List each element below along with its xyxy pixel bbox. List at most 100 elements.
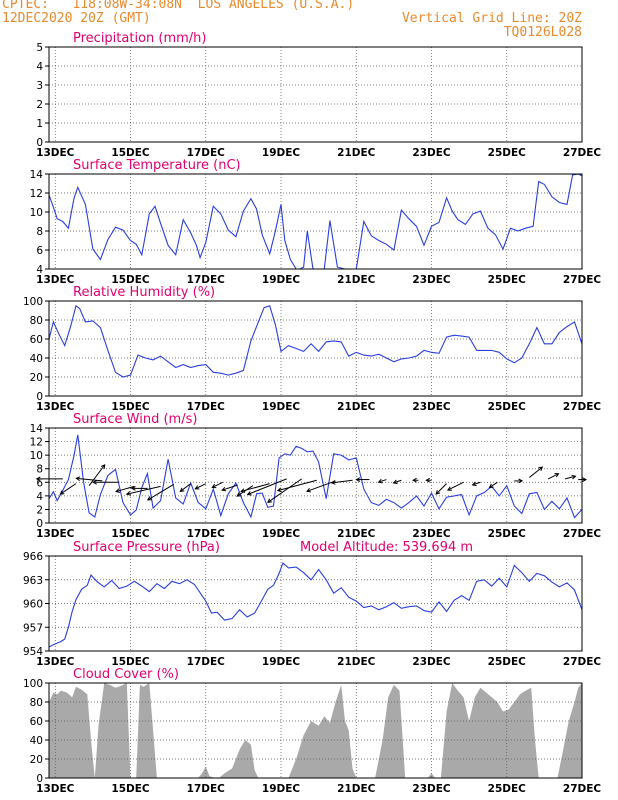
panel-title: Precipitation (mm/h) — [73, 31, 206, 46]
series-line — [48, 562, 583, 648]
panel-title: Cloud Cover (%) — [73, 667, 179, 682]
x-tick-label: 27DEC — [563, 147, 602, 159]
x-tick-label: 17DEC — [187, 783, 226, 795]
wind-arrow — [330, 479, 353, 485]
wind-arrow-head — [582, 477, 588, 482]
y-tick-label: 8 — [36, 464, 43, 476]
wind-arrow-shaft — [247, 478, 287, 495]
wind-arrow-head — [471, 481, 477, 487]
panel-frame — [48, 300, 583, 397]
wind-arrow-head — [571, 474, 577, 480]
wind-arrow-shaft — [147, 483, 175, 501]
wind-arrow-head — [59, 490, 65, 495]
wind-arrow-head — [306, 487, 311, 493]
x-tick-label: 19DEC — [262, 274, 301, 286]
wind-arrow — [412, 477, 419, 483]
x-tick-label: 25DEC — [488, 274, 527, 286]
wind-arrow — [392, 479, 402, 485]
wind-arrow — [88, 464, 106, 486]
wind-arrow — [425, 477, 432, 483]
y-tick-label: 10 — [30, 207, 43, 219]
wind-arrow-shaft — [221, 484, 238, 491]
wind-arrow — [146, 483, 175, 501]
wind-arrow-head — [518, 478, 524, 484]
wind-arrow-head — [240, 488, 246, 493]
wind-arrow-shaft — [393, 479, 402, 484]
wind-arrow-head — [221, 486, 227, 492]
x-tick-label: 21DEC — [337, 528, 376, 540]
y-tick-label: 960 — [23, 599, 43, 611]
x-tick-label: 15DEC — [111, 783, 150, 795]
y-tick-label: 966 — [23, 551, 43, 563]
wind-arrow-head — [211, 483, 217, 489]
x-tick-label: 17DEC — [187, 147, 226, 159]
y-tick-label: 40 — [30, 353, 43, 365]
panel-4: Surface Wind (m/s)13DEC 15DEC 17DEC 19DEC 21… — [30, 412, 602, 540]
header-code: TQ0126L028 — [503, 25, 582, 40]
x-tick-label: 19DEC — [262, 783, 301, 795]
y-tick-label: 6 — [36, 245, 43, 257]
wind-arrow-shaft — [126, 485, 161, 495]
wind-arrow-head — [35, 476, 41, 482]
panel-title: Surface Wind (m/s) — [73, 412, 197, 427]
wind-arrow-shaft — [180, 483, 192, 492]
y-tick-label: 60 — [30, 334, 43, 346]
wind-arrow-shaft — [115, 485, 135, 493]
wind-arrow — [130, 486, 148, 491]
wind-arrow-shaft — [489, 481, 498, 488]
y-tick-label: 4 — [36, 491, 43, 503]
wind-arrow — [306, 480, 336, 493]
y-tick-label: 4 — [36, 264, 43, 276]
wind-arrow-shaft — [564, 475, 576, 480]
x-tick-label: 27DEC — [563, 274, 602, 286]
x-tick-label: 21DEC — [337, 783, 376, 795]
wind-arrow-head — [330, 480, 336, 485]
y-tick-label: 1 — [36, 118, 43, 130]
panel-5: Surface Pressure (hPa) Model Altitude: 53… — [23, 540, 601, 668]
wind-arrow-head — [179, 487, 185, 493]
wind-arrow-shaft — [472, 481, 481, 486]
panel-6: Cloud Cover (%) 13DEC 15DEC 17DEC 19DEC 21DEC… — [23, 667, 601, 795]
panel-2: Surface Temperature (nC) 13DEC 15DEC 17DEC 1… — [30, 158, 602, 286]
panel-frame — [48, 46, 583, 143]
wind-arrow — [488, 481, 498, 489]
wind-arrow-shaft — [306, 480, 336, 492]
wind-arrow-head — [194, 485, 200, 490]
panel-title: Relative Humidity (%) — [73, 285, 215, 300]
wind-arrow — [211, 481, 223, 489]
wind-arrow-head — [538, 466, 544, 471]
wind-arrow-shaft — [547, 473, 559, 480]
x-tick-label: 15DEC — [111, 274, 150, 286]
wind-arrow-head — [377, 478, 383, 484]
y-tick-label: 0 — [36, 773, 43, 785]
panel-frame — [48, 682, 583, 779]
wind-arrow-head — [236, 492, 242, 497]
wind-arrow-head — [435, 490, 441, 495]
wind-arrow — [246, 478, 287, 496]
x-tick-label: 13DEC — [36, 401, 75, 413]
panel-title: Surface Temperature (nC) — [73, 158, 241, 173]
wind-arrow — [471, 481, 481, 487]
x-tick-label: 19DEC — [262, 147, 301, 159]
y-tick-label: 957 — [23, 622, 43, 634]
wind-arrow — [446, 481, 464, 491]
y-tick-label: 80 — [30, 697, 43, 709]
y-tick-label: 20 — [30, 754, 43, 766]
y-tick-label: 12 — [30, 188, 43, 200]
y-tick-label: 80 — [30, 315, 43, 327]
y-tick-label: 2 — [36, 504, 43, 516]
wind-arrow-shaft — [195, 483, 206, 490]
panel-1: Precipitation (mm/h) 13DEC 15DEC 17DEC 19DEC… — [36, 31, 601, 159]
wind-arrow — [377, 478, 387, 484]
x-tick-label: 27DEC — [563, 656, 602, 668]
y-tick-label: 5 — [36, 42, 43, 54]
x-tick-label: 25DEC — [488, 783, 527, 795]
y-tick-label: 3 — [36, 80, 43, 92]
series-line — [48, 173, 583, 270]
y-tick-label: 963 — [23, 575, 43, 587]
wind-arrow-shaft — [88, 464, 106, 486]
x-tick-label: 25DEC — [488, 147, 527, 159]
x-tick-label: 23DEC — [412, 783, 451, 795]
y-tick-label: 100 — [23, 296, 43, 308]
